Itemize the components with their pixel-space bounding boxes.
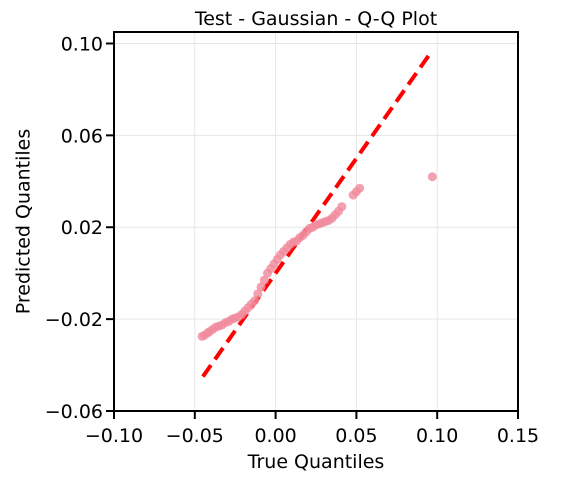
x-tick-label: −0.10 xyxy=(85,425,143,447)
x-tick-label: 0.05 xyxy=(335,425,377,447)
y-tick-label: 0.10 xyxy=(61,33,103,55)
x-tick-label: 0.00 xyxy=(254,425,296,447)
data-point xyxy=(337,202,347,212)
data-point xyxy=(355,183,365,193)
data-point xyxy=(256,282,266,292)
grid xyxy=(113,32,519,412)
y-axis-label: Predicted Quantiles xyxy=(13,129,35,315)
y-tick-label: 0.02 xyxy=(61,217,103,239)
x-tick-label: −0.05 xyxy=(166,425,224,447)
y-tick-label: −0.02 xyxy=(45,309,103,331)
data-point xyxy=(427,172,437,182)
data-point xyxy=(250,296,260,306)
x-axis-label: True Quantiles xyxy=(247,451,385,473)
y-tick-label: −0.06 xyxy=(45,401,103,423)
plot-frame xyxy=(113,31,519,412)
data-point xyxy=(253,289,263,299)
chart-title: Test - Gaussian - Q-Q Plot xyxy=(194,8,437,30)
points-layer xyxy=(197,172,437,341)
x-tick-label: 0.10 xyxy=(416,425,458,447)
data-point xyxy=(259,275,269,285)
reference-line xyxy=(201,49,434,378)
ticks: −0.10 −0.05 0.00 0.05 0.10 0.15 −0.06 −0.02 0.02… xyxy=(45,33,539,447)
reference-line-layer xyxy=(201,49,434,378)
x-tick-label: 0.15 xyxy=(497,425,539,447)
y-tick-label: 0.06 xyxy=(61,125,103,147)
